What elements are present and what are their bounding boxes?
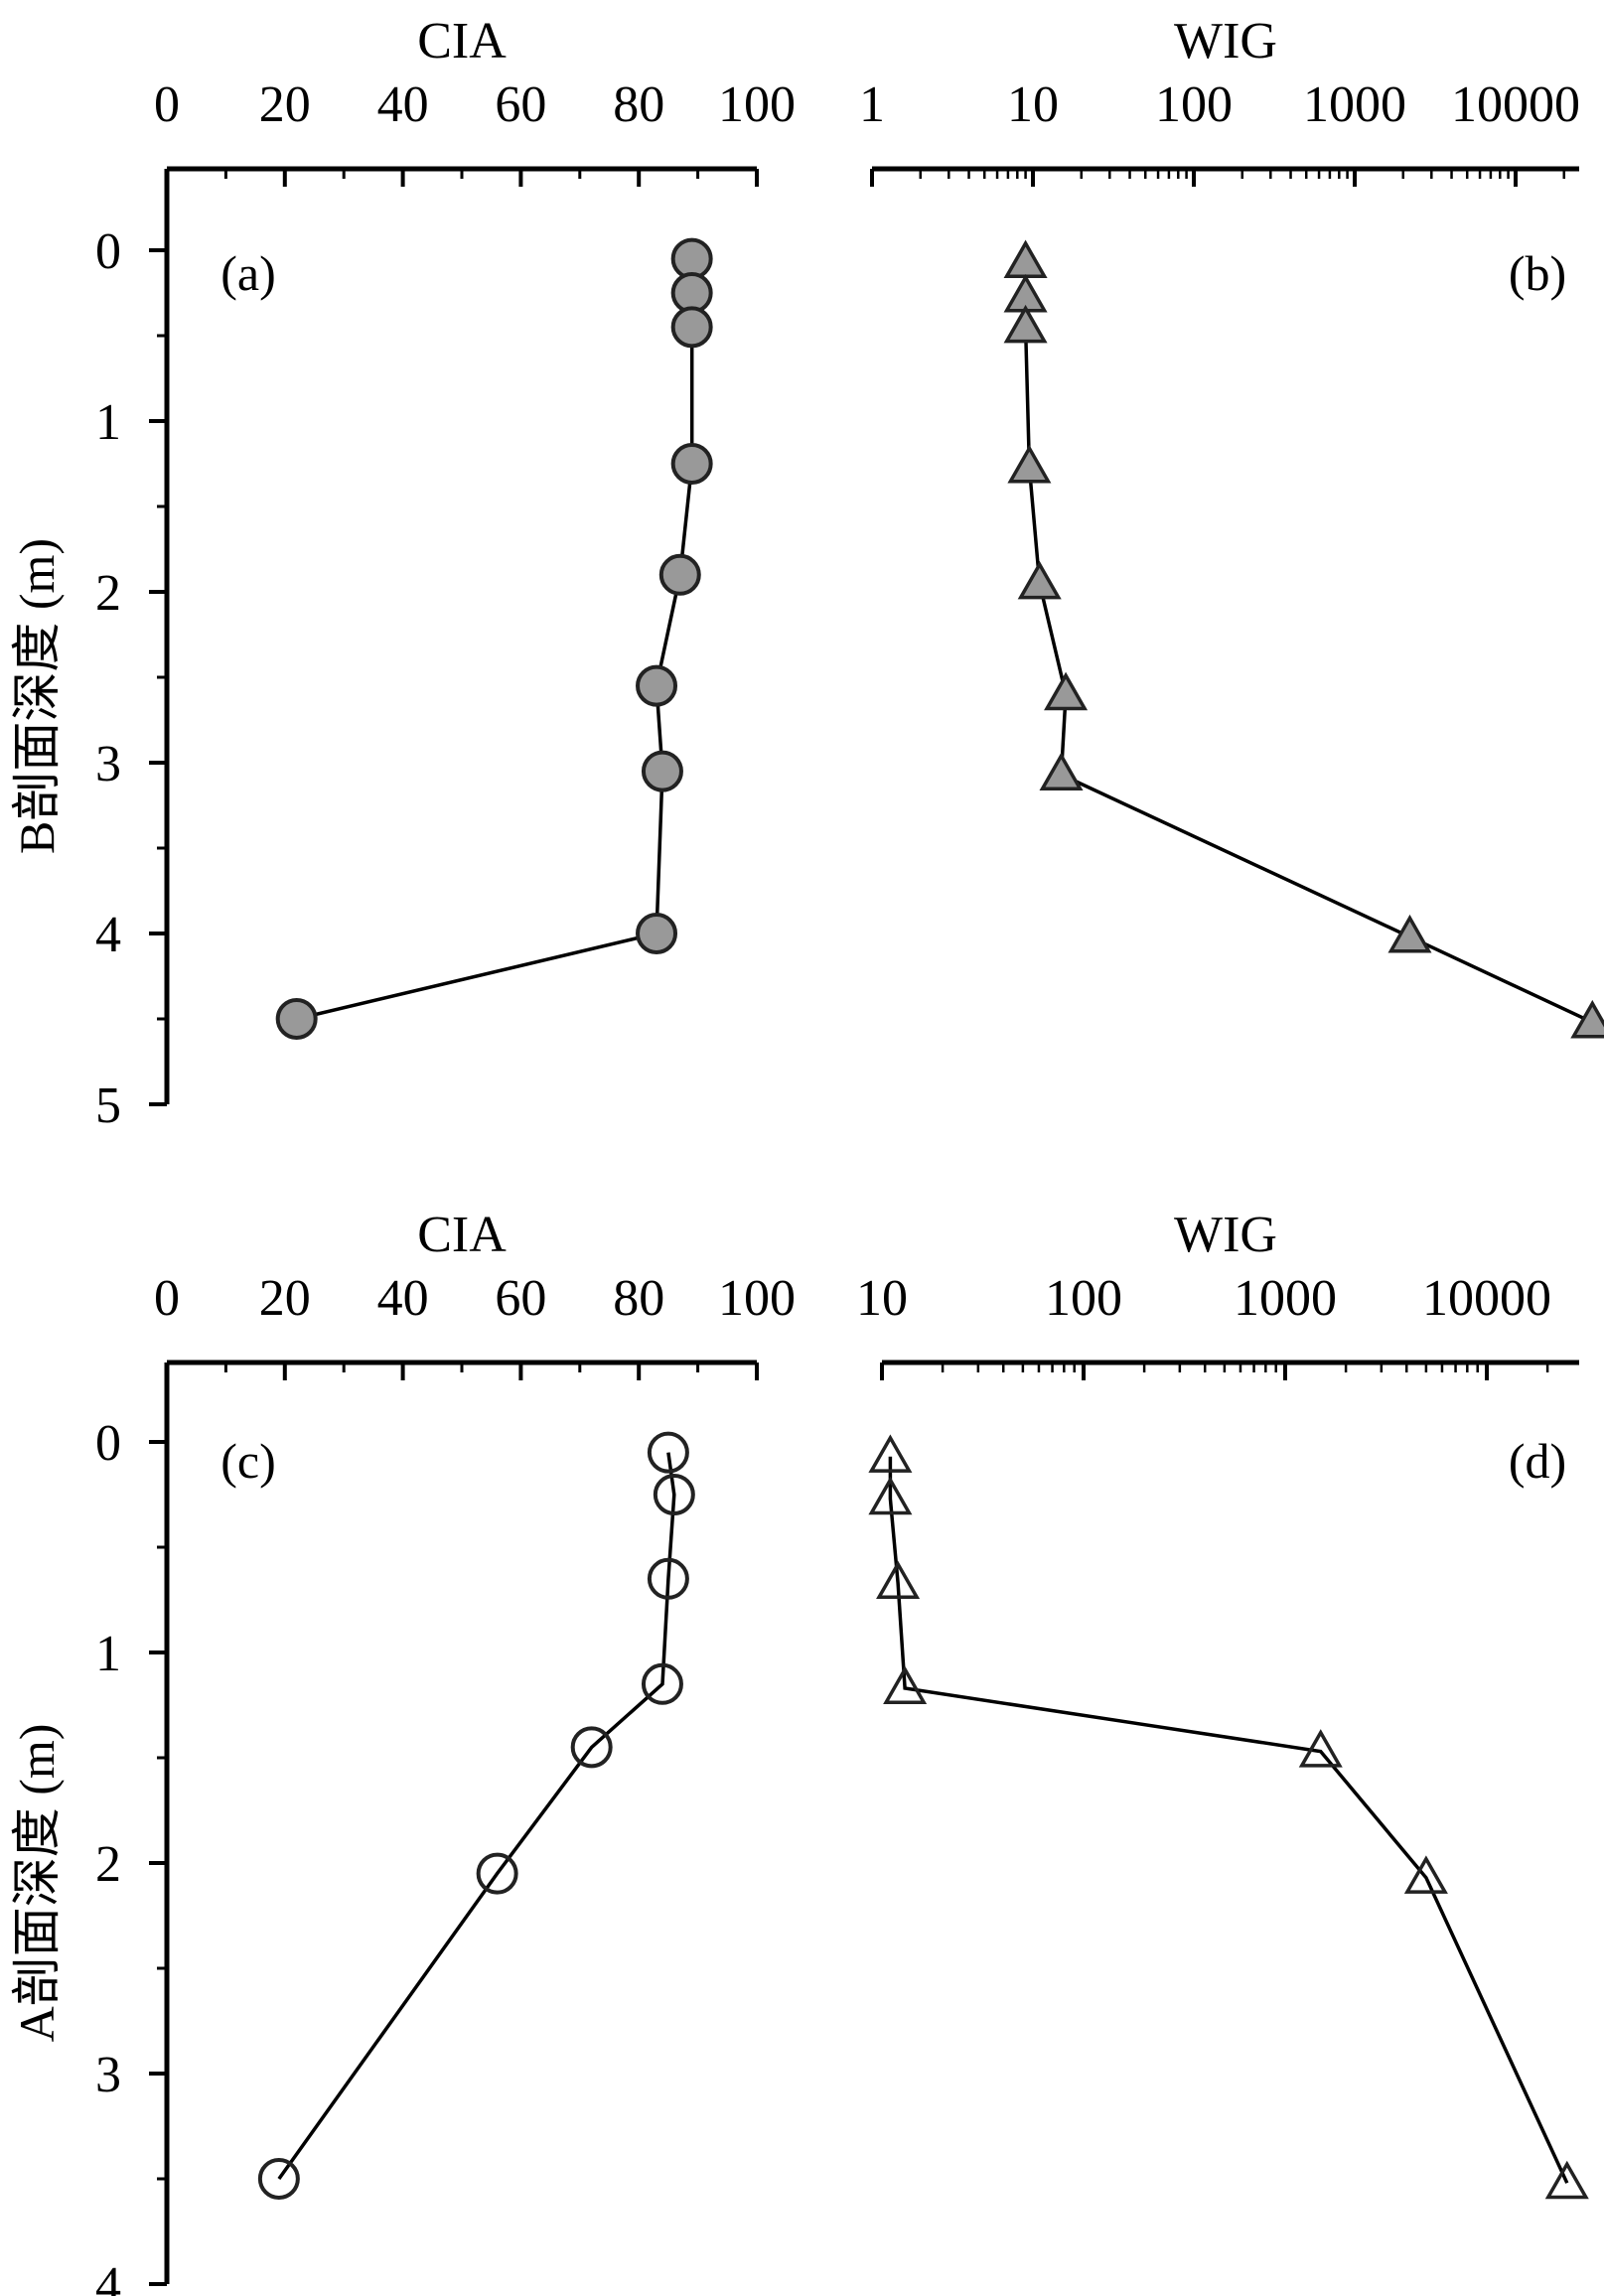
y-axis-label: B剖面深度 (m) — [9, 538, 65, 854]
data-point-triangle — [1044, 671, 1089, 711]
panel-title: WIG — [1174, 1207, 1277, 1263]
panel-c: CIA 0 20 40 60 80 100 0 1 2 3 4 A剖面深度 (m) (c) — [9, 1207, 796, 2296]
x-tick-label: 80 — [613, 76, 664, 133]
x-tick-label: 100 — [718, 1270, 796, 1327]
data-point-circle — [570, 1726, 613, 1769]
x-tick-label: 1 — [859, 76, 885, 133]
x-tick-label: 0 — [154, 1270, 180, 1327]
series-line — [296, 258, 694, 1021]
data-point-triangle — [876, 1560, 921, 1600]
data-point-triangle — [1003, 239, 1048, 279]
x-tick-label: 10 — [856, 1270, 908, 1327]
panel-b: WIG 1 10 100 1000 10000 (b) — [859, 13, 1604, 1039]
panel-title: WIG — [1174, 13, 1277, 70]
y-tick-label: 4 — [95, 2257, 121, 2296]
panel-label: (a) — [220, 245, 276, 301]
data-point-circle — [670, 306, 713, 349]
panel-d: WIG 10 100 1000 10000 (d) — [856, 1207, 1589, 2200]
data-point-triangle — [1544, 2160, 1589, 2200]
y-tick-label: 1 — [95, 1626, 121, 1682]
y-tick-label: 3 — [95, 736, 121, 792]
panel-title: CIA — [417, 13, 507, 70]
data-point-circle — [670, 443, 713, 485]
panel-a: CIA 0 20 40 60 80 100 0 1 2 3 4 5 B剖面深度 (m) (a) — [9, 13, 796, 1134]
data-point-triangle — [883, 1665, 928, 1705]
data-point-triangle — [1003, 304, 1048, 344]
series-line — [277, 1452, 676, 2181]
data-point-circle — [670, 237, 713, 280]
x-tick-label: 40 — [377, 76, 429, 133]
x-tick-label: 40 — [377, 1270, 429, 1327]
data-point-triangle — [1387, 914, 1432, 953]
y-tick-label: 0 — [95, 1415, 121, 1472]
data-point-triangle — [1039, 752, 1084, 791]
data-point-triangle — [868, 1434, 913, 1473]
x-tick-label: 20 — [259, 1270, 311, 1327]
data-point-circle — [257, 2158, 300, 2200]
data-point-circle — [670, 272, 713, 314]
x-tick-label: 80 — [613, 1270, 664, 1327]
x-tick-label: 60 — [495, 76, 546, 133]
x-tick-label: 100 — [1155, 76, 1233, 133]
y-axis-label: A剖面深度 (m) — [9, 1724, 65, 2043]
x-tick-label: 0 — [154, 76, 180, 133]
x-tick-label: 10000 — [1451, 76, 1580, 133]
x-tick-label: 100 — [718, 76, 796, 133]
x-tick-label: 100 — [1045, 1270, 1122, 1327]
series-line — [888, 1456, 1569, 2184]
panel-label: (b) — [1509, 245, 1566, 301]
data-point-triangle — [1403, 1855, 1448, 1894]
data-point-circle — [641, 1662, 683, 1705]
data-point-circle — [636, 913, 678, 954]
y-tick-label: 1 — [95, 394, 121, 451]
data-point-triangle — [1007, 444, 1052, 484]
y-tick-label: 0 — [95, 223, 121, 280]
data-point-triangle — [1298, 1729, 1343, 1768]
y-tick-label: 3 — [95, 2047, 121, 2103]
panel-label: (d) — [1509, 1433, 1566, 1489]
y-tick-label: 2 — [95, 565, 121, 622]
data-point-triangle — [1570, 999, 1604, 1039]
data-point-circle — [275, 998, 318, 1040]
data-point-circle — [647, 1557, 689, 1600]
data-point-circle — [636, 664, 678, 707]
y-tick-label: 4 — [95, 907, 121, 963]
y-tick-label: 5 — [95, 1077, 121, 1134]
data-point-circle — [658, 553, 701, 596]
series-line — [1023, 262, 1594, 1024]
data-point-triangle — [868, 1476, 913, 1515]
panel-title: CIA — [417, 1207, 507, 1263]
x-tick-label: 10000 — [1422, 1270, 1551, 1327]
panel-label: (c) — [220, 1433, 276, 1489]
data-point-circle — [641, 750, 683, 792]
x-tick-label: 1000 — [1234, 1270, 1337, 1327]
y-tick-label: 2 — [95, 1836, 121, 1893]
data-point-triangle — [1017, 560, 1062, 600]
x-tick-label: 60 — [495, 1270, 546, 1327]
data-point-circle — [647, 1431, 689, 1474]
x-tick-label: 1000 — [1303, 76, 1406, 133]
x-tick-label: 20 — [259, 76, 311, 133]
data-point-circle — [476, 1852, 518, 1895]
x-tick-label: 10 — [1007, 76, 1059, 133]
data-point-circle — [653, 1474, 695, 1515]
